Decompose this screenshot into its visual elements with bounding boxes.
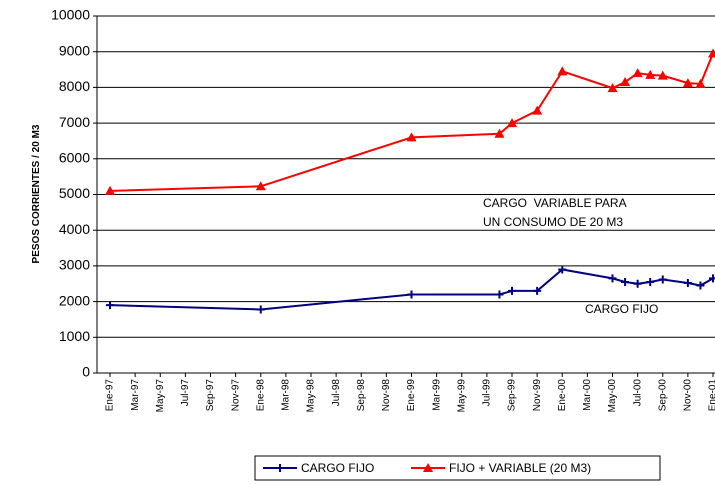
marker	[507, 118, 517, 128]
x-tick-label: Ene-99	[406, 379, 417, 412]
x-tick-label: Sep-99	[507, 379, 518, 412]
marker	[621, 277, 630, 286]
x-tick-label: May-98	[306, 379, 317, 413]
marker	[633, 279, 642, 288]
x-tick-label: Mar-99	[431, 379, 442, 411]
marker	[696, 281, 705, 290]
y-tick-label: 6000	[59, 150, 90, 166]
marker	[533, 286, 542, 295]
y-tick-label: 3000	[59, 257, 90, 273]
x-tick-label: Sep-98	[356, 379, 367, 412]
marker	[557, 66, 568, 76]
marker	[645, 69, 656, 79]
x-tick-label: Sep-97	[205, 379, 216, 412]
marker	[407, 290, 416, 299]
x-tick-label: Sep-00	[657, 379, 668, 412]
marker	[658, 275, 667, 284]
x-tick-label: Nov-99	[532, 379, 543, 412]
x-tick-label: Jul-99	[482, 379, 493, 407]
marker	[508, 286, 516, 295]
marker	[256, 305, 265, 314]
x-tick-label: Jul-97	[180, 379, 191, 407]
y-tick-label: 1000	[59, 328, 90, 344]
marker	[423, 463, 433, 472]
marker	[105, 185, 115, 195]
marker	[646, 277, 655, 286]
marker	[620, 77, 631, 87]
x-tick-label: Mar-97	[130, 379, 141, 411]
marker	[532, 105, 543, 115]
annotation: UN CONSUMO DE 20 M3	[483, 215, 623, 229]
x-tick-label: May-99	[456, 379, 467, 413]
x-tick-label: Ene-98	[255, 379, 266, 412]
y-tick-label: 10000	[51, 7, 90, 23]
x-tick-label: Ene-97	[105, 379, 116, 412]
x-tick-label: Ene-00	[557, 379, 568, 412]
y-tick-label: 0	[82, 364, 90, 380]
marker	[558, 265, 567, 274]
y-tick-label: 2000	[59, 292, 90, 308]
legend-label: CARGO FIJO	[301, 461, 374, 475]
y-tick-label: 9000	[59, 42, 90, 58]
x-tick-label: Jul-98	[331, 379, 342, 407]
x-tick-label: Jul-00	[632, 379, 643, 407]
marker	[276, 464, 284, 472]
x-tick-label: Nov-97	[230, 379, 241, 412]
x-tick-label: Mar-98	[281, 379, 292, 411]
x-tick-label: May-00	[607, 379, 618, 413]
x-tick-label: May-97	[155, 379, 166, 413]
marker	[632, 68, 643, 78]
x-tick-label: Nov-00	[683, 379, 694, 412]
annotation: CARGO FIJO	[585, 302, 658, 316]
marker	[608, 274, 617, 283]
marker	[683, 279, 692, 288]
y-tick-label: 8000	[59, 78, 90, 94]
marker	[709, 274, 715, 283]
marker	[657, 70, 668, 80]
marker	[494, 128, 505, 138]
marker	[495, 290, 504, 299]
marker	[607, 83, 618, 93]
marker	[406, 132, 417, 142]
x-tick-label: Nov-98	[381, 379, 392, 412]
y-tick-label: 7000	[59, 114, 90, 130]
series-line	[109, 53, 714, 192]
marker	[682, 78, 693, 88]
y-tick-label: 5000	[59, 185, 90, 201]
x-tick-label: Mar-00	[582, 379, 593, 411]
marker	[695, 78, 706, 88]
x-tick-label: Ene-01	[708, 379, 715, 412]
y-axis-label: PESOS CORRIENTES / 20 M3	[31, 124, 42, 263]
legend	[254, 455, 661, 481]
marker	[708, 48, 715, 58]
legend-label: FIJO + VARIABLE (20 M3)	[449, 461, 591, 475]
marker	[106, 301, 114, 310]
marker	[255, 181, 266, 191]
annotation: CARGO VARIABLE PARA	[483, 196, 627, 210]
y-tick-label: 4000	[59, 221, 90, 237]
